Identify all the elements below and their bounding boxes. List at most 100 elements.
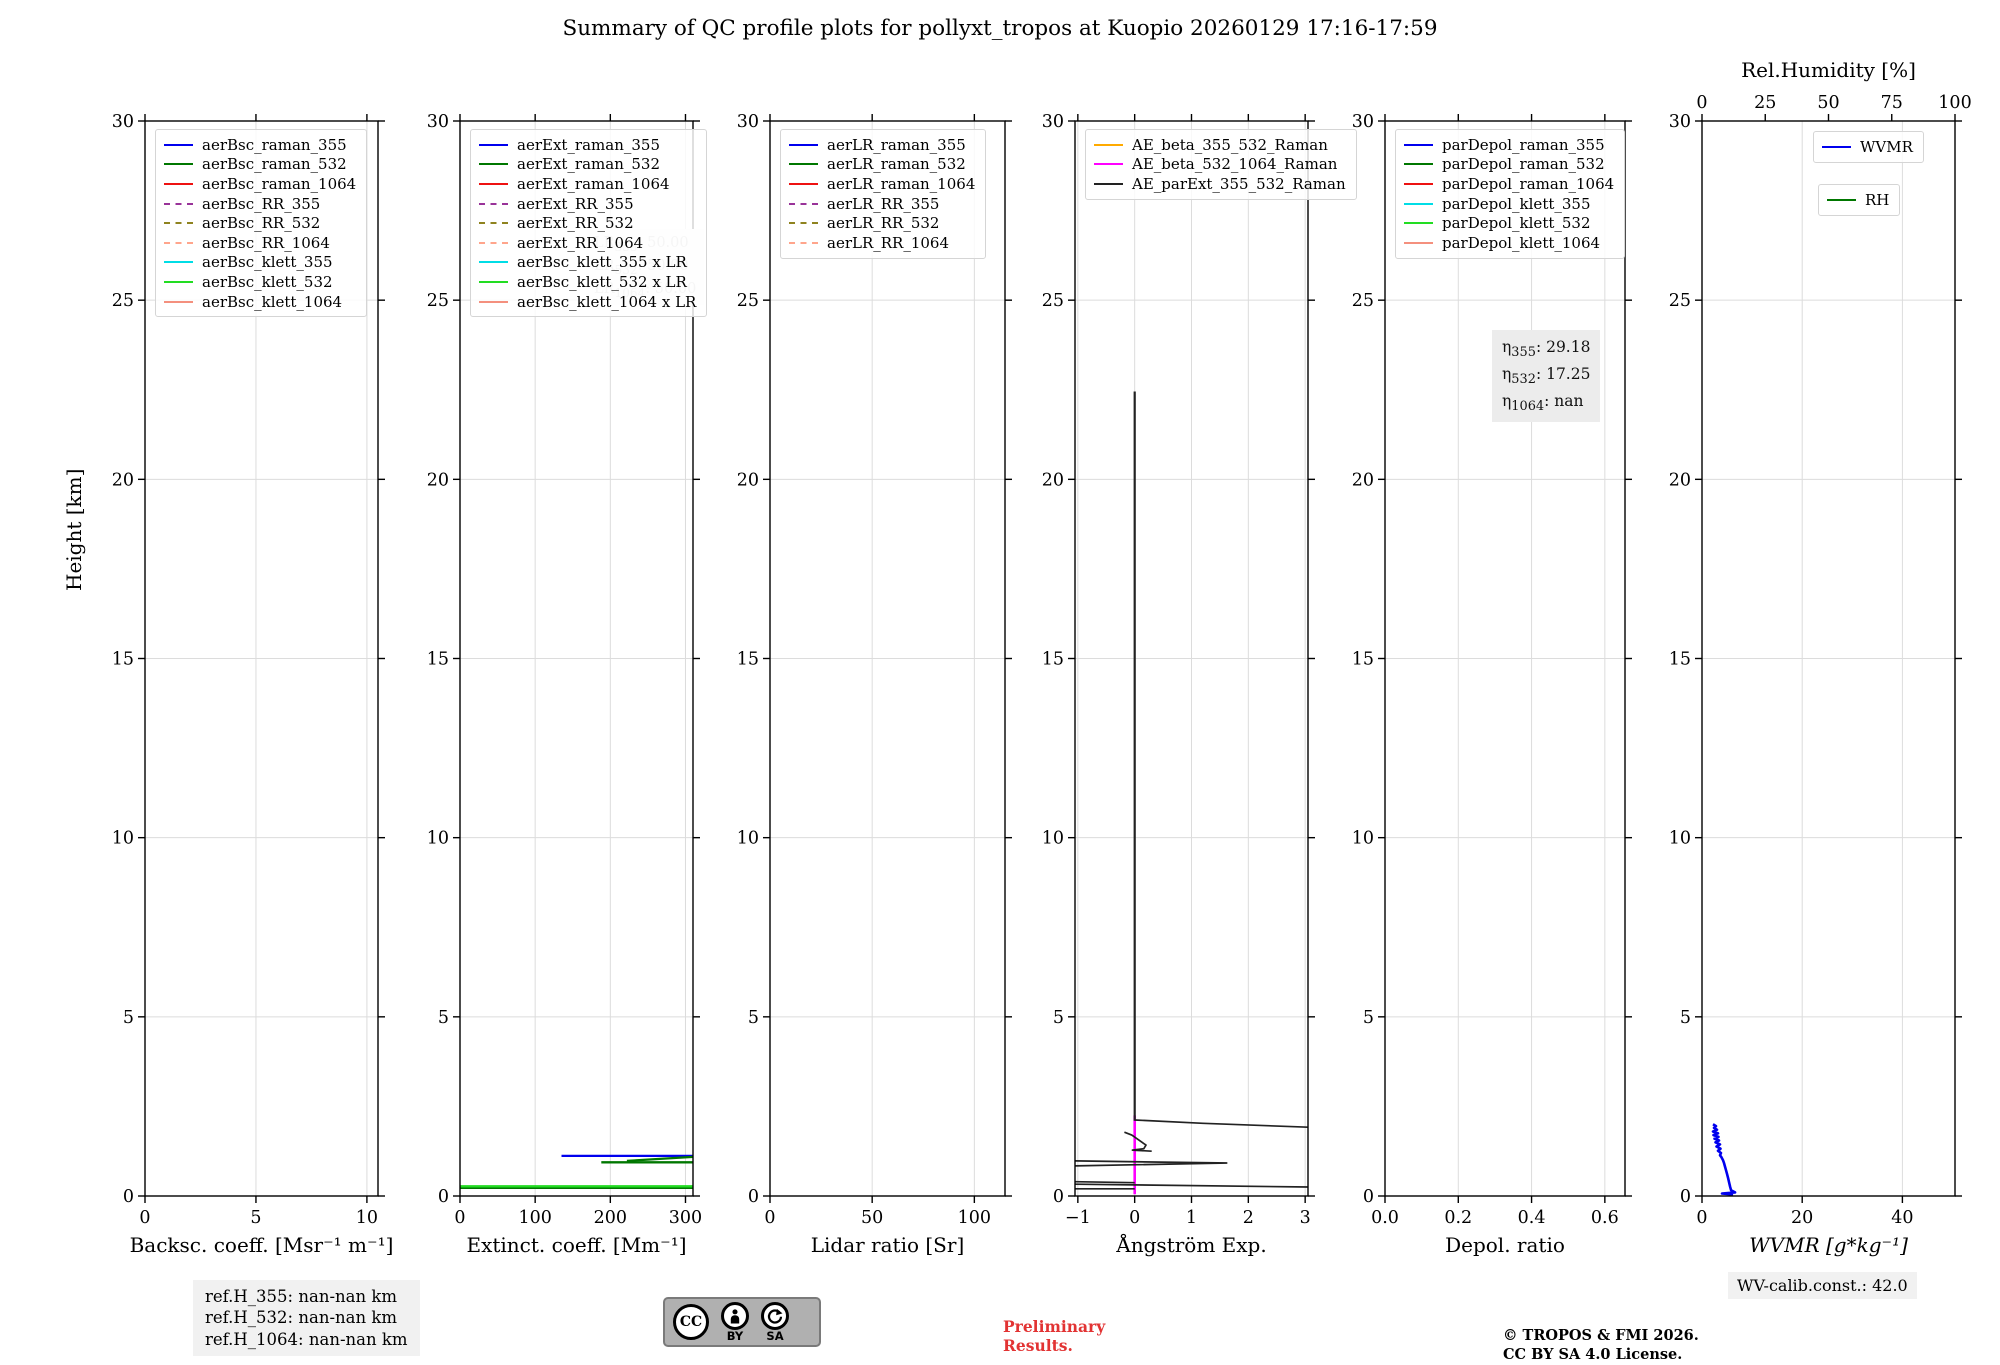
y-tick-label: 5 [748,1008,759,1028]
legend-depol: parDepol_raman_355 parDepol_raman_532 parD… [1395,129,1626,259]
series-WVMR [1711,1123,1737,1196]
top-tick-label: 50 [1817,93,1839,113]
x-tick-label: 0 [139,1208,150,1228]
top-tick-label: 100 [1938,93,1971,113]
legend-row: aerBsc_raman_532 [164,155,356,175]
legend-line-swatch [164,143,193,146]
x-tick-label: 5 [250,1208,261,1228]
x-tick-label: 0 [764,1208,775,1228]
annotation-line: η1064: nan [1502,390,1590,417]
annotation-line: η532: 17.25 [1502,363,1590,390]
legend-line-swatch [479,182,508,185]
legend-label: aerExt_RR_1064 [517,233,644,252]
annotation-line: η355: 29.18 [1502,336,1590,363]
legend-row: AE_parExt_355_532_Raman [1094,174,1346,194]
ref-h-1064: ref.H_1064: nan-nan km [205,1329,408,1349]
legend-line-swatch [789,182,818,185]
legend-label: aerLR_RR_532 [827,214,940,233]
annotation-value: : nan [1544,391,1584,410]
legend-row: aerLR_RR_1064 [789,233,975,253]
y-tick-label: 30 [1669,112,1691,132]
legend-line-swatch [1404,143,1433,146]
y-tick-label: 25 [1669,291,1691,311]
legend-row: parDepol_klett_1064 [1404,233,1614,253]
legend-row: AE_beta_532_1064_Raman [1094,155,1346,175]
legend-row: aerExt_RR_532 [479,213,696,233]
legend-row: aerExt_raman_532 [479,155,696,175]
legend-line-swatch [789,222,818,225]
top-tick-label: 0 [1696,93,1707,113]
y-tick-label: 10 [1042,829,1064,849]
legend-lidar-ratio: aerLR_raman_355 aerLR_raman_532 aerLR_rama… [780,129,987,259]
legend-line-swatch [1404,222,1433,225]
legend-label: AE_beta_532_1064_Raman [1132,155,1338,174]
x-axis-label: Lidar ratio [Sr] [811,1233,965,1257]
person-glyph [730,1309,740,1324]
y-tick-label: 10 [427,829,449,849]
legend-row: parDepol_raman_355 [1404,135,1614,155]
legend-row: aerLR_raman_355 [789,135,975,155]
legend-row: aerBsc_klett_532 x LR [479,272,696,292]
legend-line-swatch [479,202,508,205]
y-tick-label: 20 [1669,470,1691,490]
x-axis-label: Depol. ratio [1445,1233,1565,1257]
legend-label: parDepol_klett_1064 [1442,233,1601,252]
y-tick-label: 0 [438,1187,449,1207]
legend-label: aerBsc_klett_355 x LR [517,253,687,272]
legend-label: AE_parExt_355_532_Raman [1132,174,1346,193]
legend-row: aerBsc_RR_532 [164,213,356,233]
panel-wvmr: 0 20 40 0 25 50 75 100 Rel.Humidity [%] 0 5 10 15 20 2… [1669,58,1972,1257]
legend-line-swatch [479,300,508,303]
copyright-note: © TROPOS & FMI 2026. CC BY SA 4.0 Licens… [1503,1327,1699,1365]
legend-line-swatch [164,182,193,185]
legend-row: aerExt_RR_1064 [479,233,696,253]
legend-label: aerBsc_RR_532 [202,214,321,233]
x-tick-label: 1 [1186,1208,1197,1228]
legend-row: aerBsc_klett_1064 [164,292,356,312]
legend-line-swatch [1094,163,1123,166]
legend-label: WVMR [1860,137,1913,156]
x-tick-label: 0.4 [1518,1208,1546,1228]
preliminary-line-2: Results. [1003,1335,1073,1355]
legend-row: aerLR_raman_1064 [789,174,975,194]
copyright-line-2: CC BY SA 4.0 License. [1503,1345,1683,1363]
y-tick-label: 0 [1680,1187,1691,1207]
legend-line-swatch [479,163,508,166]
annotation-subscript: 355 [1511,345,1536,361]
legend-label: aerExt_raman_1064 [517,174,670,193]
legend-label: parDepol_raman_355 [1442,135,1605,154]
legend-line-swatch [164,280,193,283]
legend-label: parDepol_klett_355 [1442,194,1591,213]
preliminary-line-1: Preliminary [1003,1317,1106,1336]
x-tick-label: 300 [669,1208,702,1228]
y-tick-label: 5 [438,1008,449,1028]
x-tick-label: 20 [1791,1208,1813,1228]
y-tick-label: 30 [1042,112,1064,132]
legend-label: aerBsc_klett_532 [202,272,333,291]
series-AE_parExt_355_532_Raman [1075,1160,1228,1167]
legend-row: aerBsc_RR_1064 [164,233,356,253]
y-tick-label: 0 [123,1187,134,1207]
legend-row: parDepol_klett_355 [1404,194,1614,214]
panel-depol_ratio: 0.0 0.2 0.4 0.6 0 5 10 15 20 25 30 Depol. ratio [1352,112,1632,1257]
legend-line-swatch [1094,143,1123,146]
legend-row: aerExt_RR_355 [479,194,696,214]
y-tick-label: 25 [427,291,449,311]
annotation-value: : 29.18 [1535,338,1591,356]
legend-label: aerBsc_RR_1064 [202,233,330,252]
y-tick-label: 25 [737,291,759,311]
legend-label: aerBsc_klett_355 [202,253,333,272]
y-tick-label: 25 [112,291,134,311]
annotation-subscript: 532 [1511,371,1536,387]
legend-line-swatch [1827,198,1856,201]
y-tick-label: 0 [748,1187,759,1207]
legend-line-swatch [789,241,818,244]
legend-angstrom: AE_beta_355_532_Raman AE_beta_532_1064_Ra… [1085,129,1357,200]
legend-extinction: aerExt_raman_355 aerExt_raman_532 aerExt_r… [470,129,708,318]
legend-line-swatch [1822,145,1851,148]
cc-license-badge: CC BY SA [663,1297,821,1347]
annotation-value: : 17.25 [1535,364,1591,383]
legend-label: aerLR_RR_355 [827,194,940,213]
by-label: BY [726,1328,744,1343]
